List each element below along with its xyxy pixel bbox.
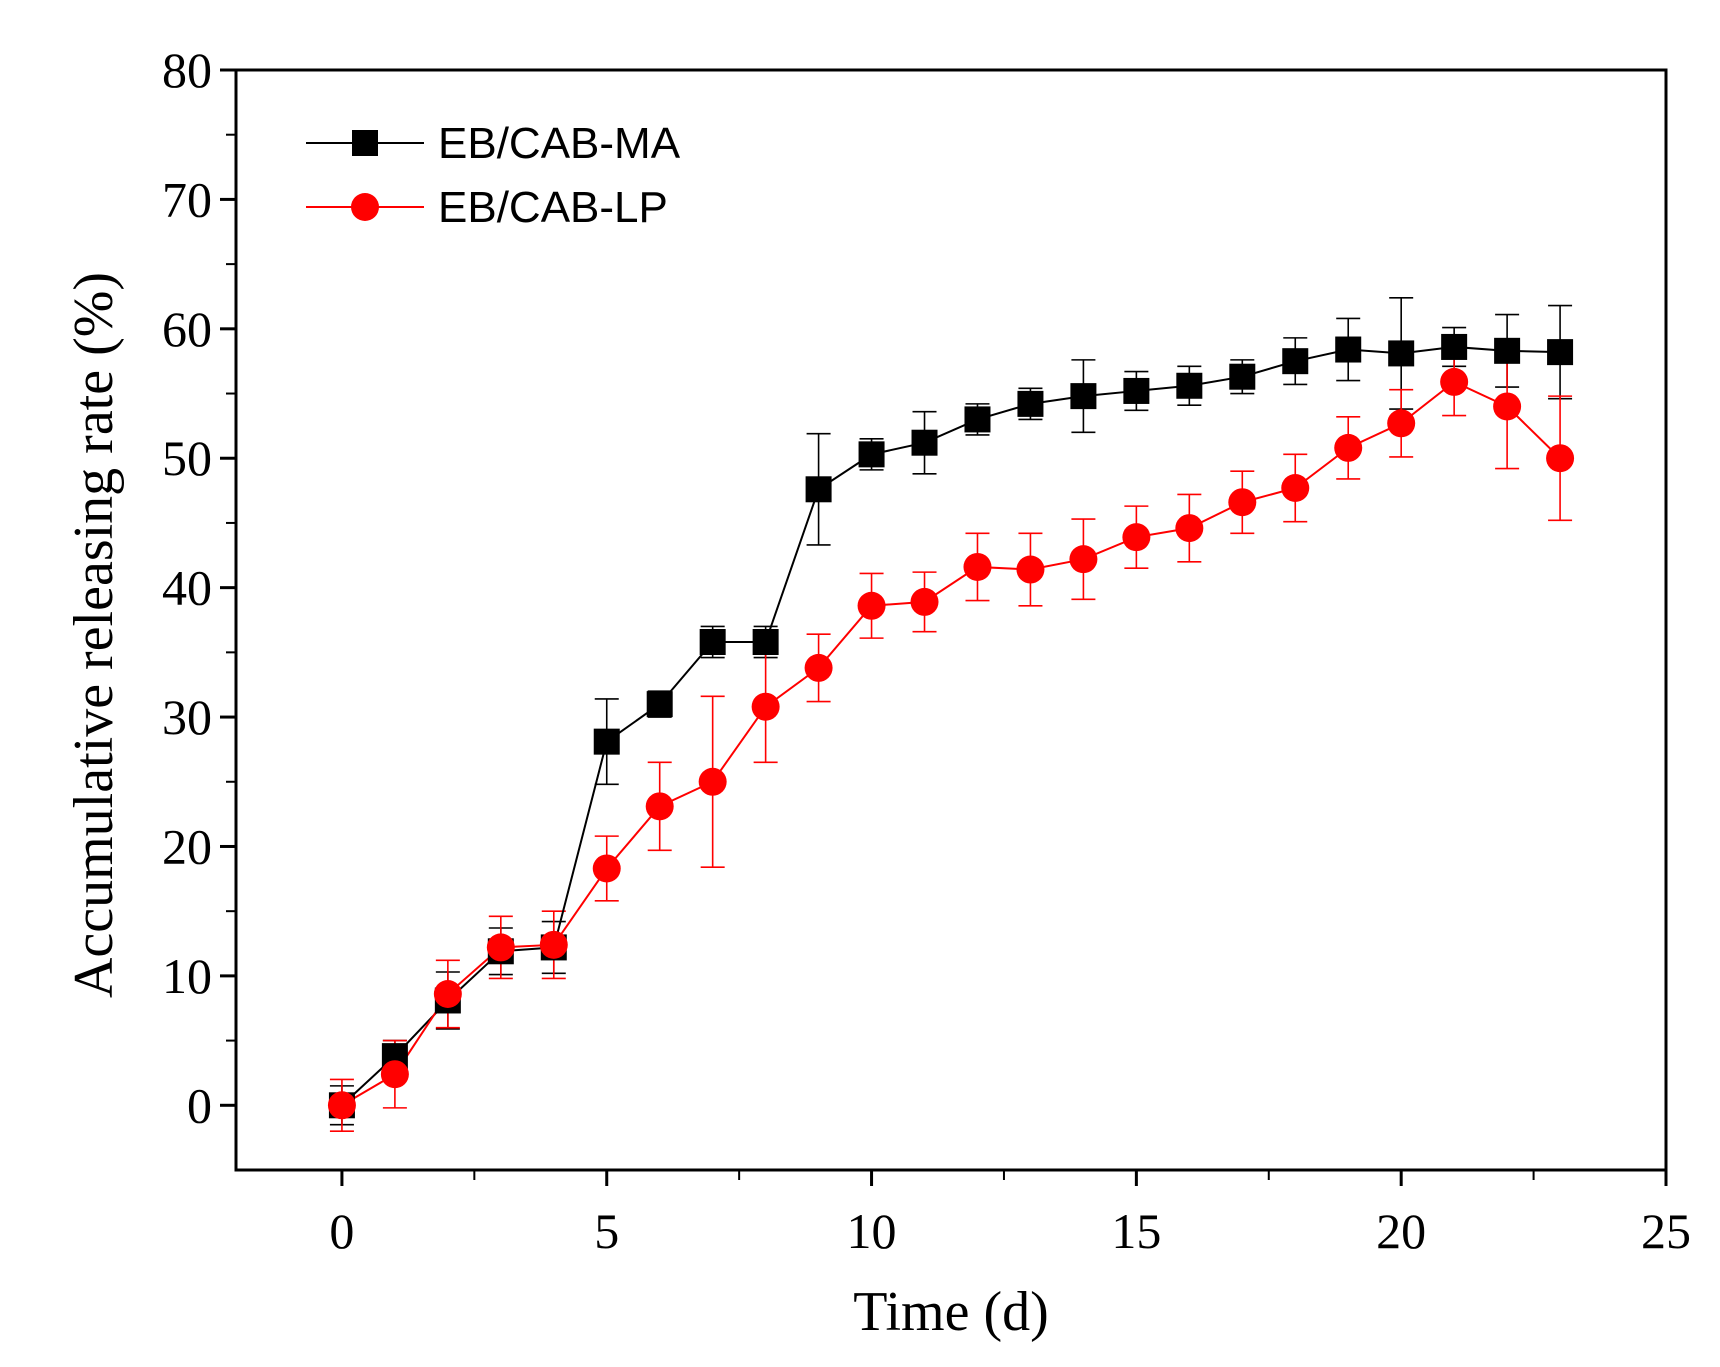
x-tick-label: 20: [1376, 1203, 1426, 1259]
legend-marker: [352, 130, 378, 156]
legend-marker-lp: [351, 193, 379, 221]
circle-marker: [380, 1060, 409, 1089]
square-marker: [699, 629, 726, 655]
y-tick-label: 80: [162, 42, 212, 98]
circle-marker: [751, 692, 780, 721]
x-tick-label: 10: [847, 1203, 897, 1259]
square-marker: [752, 629, 779, 655]
legend-marker: [351, 193, 379, 221]
circle-marker: [1387, 409, 1416, 438]
square-marker: [1441, 333, 1468, 360]
y-tick-label: 70: [162, 171, 212, 227]
axes: 0 5 10 15 20 25 0 10 20 30 40 50 60 70 80: [162, 42, 1691, 1259]
square-marker: [1388, 340, 1415, 367]
square-marker: [964, 406, 991, 433]
circle-marker: [804, 653, 833, 682]
circle-marker: [1016, 555, 1045, 584]
y-tick-label: 60: [162, 301, 212, 357]
circle-marker: [327, 1091, 356, 1120]
square-marker: [1070, 383, 1097, 410]
circle-marker: [910, 587, 939, 616]
data-markers: [327, 333, 1575, 1120]
y-axis-label: Accumulative releasing rate (%): [63, 272, 125, 998]
legend-marker-ma: [352, 130, 378, 156]
square-marker: [911, 429, 938, 456]
square-marker: [1123, 377, 1150, 404]
circle-marker: [433, 980, 462, 1008]
x-tick-label: 25: [1641, 1203, 1691, 1259]
circle-marker: [1440, 367, 1469, 396]
square-marker: [1547, 339, 1574, 366]
circle-marker: [963, 552, 992, 581]
x-tick-label: 15: [1111, 1203, 1161, 1259]
circle-marker: [1334, 433, 1363, 462]
legend-label-lp: EB/CAB-LP: [438, 183, 668, 232]
x-axis-label: Time (d): [853, 1281, 1049, 1343]
circle-marker: [1122, 523, 1151, 552]
y-tick-label: 30: [162, 689, 212, 745]
circle-marker: [1175, 514, 1204, 543]
y-tick-label: 40: [162, 560, 212, 616]
circle-marker: [486, 933, 515, 962]
circle-marker: [1493, 392, 1522, 421]
square-marker: [646, 691, 673, 718]
square-marker: [1017, 390, 1044, 417]
circle-marker: [1281, 474, 1310, 502]
circle-marker: [698, 767, 727, 796]
y-tick-label: 0: [187, 1077, 212, 1133]
square-marker: [1229, 363, 1256, 390]
square-marker: [1494, 337, 1521, 364]
circle-marker: [592, 854, 621, 883]
circle-marker: [1069, 545, 1098, 574]
y-tick-label: 10: [162, 948, 212, 1004]
circle-marker: [539, 930, 568, 959]
legend: EB/CAB-MA EB/CAB-LP: [306, 119, 681, 232]
y-tick-label: 50: [162, 430, 212, 486]
circle-marker: [857, 591, 886, 620]
square-marker: [858, 441, 885, 468]
plot-frame: [234, 68, 1668, 1172]
circle-marker: [1228, 488, 1257, 517]
square-marker: [805, 476, 832, 503]
x-tick-label: 5: [594, 1203, 619, 1259]
square-marker: [1176, 372, 1203, 399]
circle-marker: [1546, 444, 1575, 473]
y-tick-label: 20: [162, 818, 212, 874]
square-marker: [1282, 348, 1309, 375]
square-marker: [1335, 336, 1362, 363]
legend-label-ma: EB/CAB-MA: [438, 119, 681, 168]
circle-marker: [645, 792, 674, 821]
x-tick-label: 0: [329, 1203, 354, 1259]
square-marker: [593, 728, 620, 755]
